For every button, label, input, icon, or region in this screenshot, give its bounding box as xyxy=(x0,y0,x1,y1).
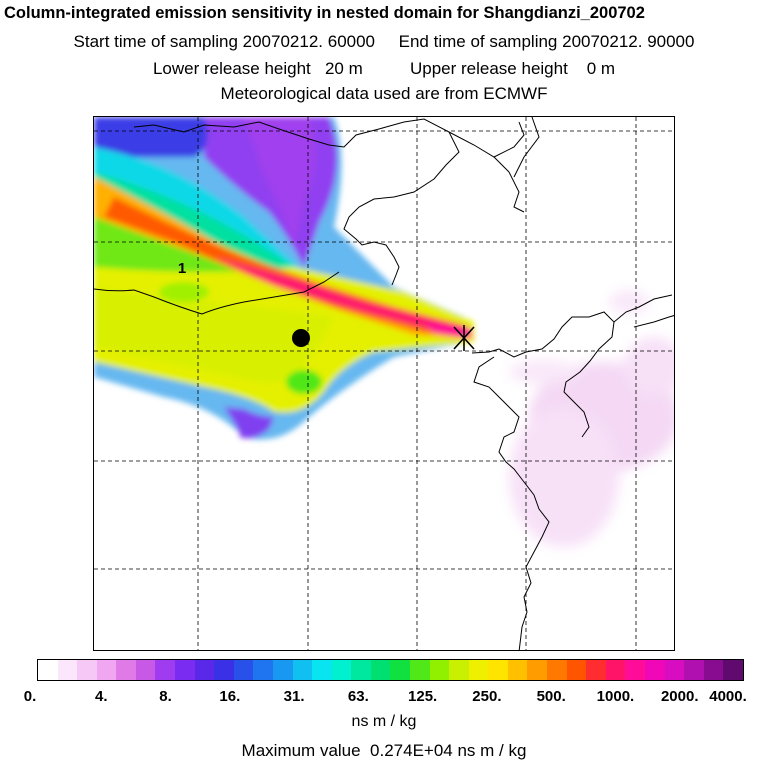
colorbar xyxy=(37,659,744,681)
colorbar-segment xyxy=(253,660,273,680)
colorbar-segment xyxy=(292,660,313,680)
colorbar-segment xyxy=(175,660,195,680)
colorbar-segment xyxy=(38,660,58,680)
colorbar-segment xyxy=(135,660,156,680)
low-sensitivity-patches xyxy=(509,290,674,547)
colorbar-tick-label: 500. xyxy=(536,688,566,705)
colorbar-segment xyxy=(527,660,548,680)
colorbar-segment xyxy=(370,660,391,680)
colorbar-segment xyxy=(449,660,469,680)
sensitivity-map: 1 xyxy=(93,116,675,651)
colorbar-segment xyxy=(214,660,234,680)
colorbar-segment xyxy=(116,660,136,680)
colorbar-segment xyxy=(233,660,254,680)
colorbar-segment xyxy=(566,660,587,680)
colorbar-tick-label: 4000. xyxy=(709,688,747,705)
colorbar-tick-label: 8. xyxy=(159,688,172,705)
colorbar-segment xyxy=(664,660,685,680)
colorbar-segment xyxy=(272,660,293,680)
colorbar-segment xyxy=(331,660,352,680)
colorbar-segment xyxy=(390,660,410,680)
colorbar-segment xyxy=(507,660,528,680)
figure-title: Column-integrated emission sensitivity i… xyxy=(4,4,645,22)
colorbar-unit: ns m / kg xyxy=(351,713,417,730)
sensitivity-plume xyxy=(94,117,474,440)
max-value-label: Maximum value 0.274E+04 ns m / kg xyxy=(241,741,527,760)
colorbar-segment xyxy=(468,660,489,680)
colorbar-tick-label: 31. xyxy=(283,688,305,705)
met-data-label: Meteorological data used are from ECMWF xyxy=(220,84,548,103)
colorbar-segment xyxy=(703,660,724,680)
colorbar-segment xyxy=(723,660,743,680)
coastlines xyxy=(94,117,674,650)
colorbar-segment xyxy=(625,660,645,680)
map-canvas: 1 xyxy=(94,117,674,650)
colorbar-segment xyxy=(547,660,567,680)
colorbar-tick-label: 1000. xyxy=(596,688,635,705)
colorbar-segment xyxy=(155,660,176,680)
start-time-label: Start time of sampling 20070212. 60000 xyxy=(73,32,376,51)
colorbar-segment xyxy=(351,660,371,680)
release-point-icon xyxy=(453,325,475,351)
colorbar-segment xyxy=(57,660,78,680)
upper-release-label: Upper release height 0 m xyxy=(409,59,616,78)
release-heights: Lower release height 20 m Upper release … xyxy=(0,59,768,79)
colorbar-segment xyxy=(194,660,215,680)
colorbar-segment xyxy=(409,660,430,680)
colorbar-tick-label: 125. xyxy=(408,688,438,705)
colorbar-segment xyxy=(77,660,97,680)
end-time-label: End time of sampling 20070212. 90000 xyxy=(398,32,695,51)
colorbar-tick-label: 63. xyxy=(347,688,369,705)
colorbar-segment xyxy=(312,660,332,680)
colorbar-segment xyxy=(644,660,665,680)
colorbar-tick-label: 0. xyxy=(23,688,37,705)
colorbar-tick-label: 16. xyxy=(219,688,241,705)
station-marker-icon xyxy=(292,329,310,347)
colorbar-tick-label: 2000. xyxy=(660,688,699,705)
contour-label: 1 xyxy=(178,260,186,277)
lower-release-label: Lower release height 20 m xyxy=(152,59,363,78)
colorbar-tick-label: 4. xyxy=(95,688,108,705)
colorbar-segment xyxy=(684,660,704,680)
sampling-times: Start time of sampling 20070212. 60000 E… xyxy=(0,32,768,52)
colorbar-segment xyxy=(605,660,626,680)
colorbar-segment xyxy=(488,660,508,680)
colorbar-tick-label: 250. xyxy=(472,688,502,705)
map-grid xyxy=(94,117,674,650)
colorbar-segment xyxy=(429,660,450,680)
colorbar-segment xyxy=(96,660,117,680)
colorbar-segment xyxy=(586,660,606,680)
